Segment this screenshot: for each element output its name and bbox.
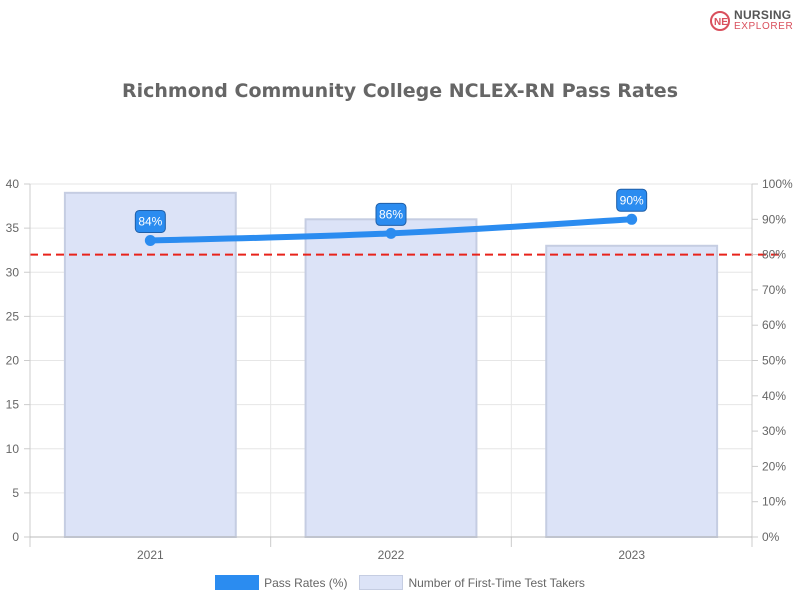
y-left-tick-label: 15 bbox=[6, 398, 20, 412]
legend-label-test-takers: Number of First-Time Test Takers bbox=[408, 575, 585, 590]
bar bbox=[304, 218, 478, 539]
y-left-tick-label: 0 bbox=[12, 530, 19, 544]
legend-swatch-bar bbox=[359, 575, 404, 590]
data-label-box bbox=[375, 202, 407, 226]
y-left-tick-label: 10 bbox=[6, 442, 20, 456]
logo-text-nursing: NURSING bbox=[734, 8, 792, 22]
chart-title: Richmond Community College NCLEX-RN Pass… bbox=[121, 80, 679, 102]
y-right-tick-label: 40% bbox=[762, 389, 786, 403]
bar bbox=[63, 191, 237, 538]
y-left-tick-label: 25 bbox=[6, 309, 20, 323]
y-right-tick-label: 30% bbox=[762, 424, 786, 438]
y-left-tick-label: 20 bbox=[6, 354, 20, 368]
chart-plot: 84% 86% 90% 0 5 10 15 20 25 30 35 40 0% 10% 20% 30% 40%… bbox=[6, 177, 793, 562]
y-left-tick-label: 5 bbox=[12, 486, 19, 500]
x-tick-label: 2022 bbox=[378, 548, 405, 562]
legend-label-pass-rates: Pass Rates (%) bbox=[264, 575, 348, 590]
y-right-tick-label: 60% bbox=[762, 318, 786, 332]
data-label-box bbox=[616, 188, 648, 212]
y-right-tick-label: 50% bbox=[762, 354, 786, 368]
legend-item-pass-rates[interactable]: Pass Rates (%) bbox=[215, 575, 347, 590]
pass-rate-point bbox=[385, 227, 397, 239]
y-right-tick-label: 80% bbox=[762, 248, 786, 262]
y-right-tick-label: 20% bbox=[762, 459, 786, 473]
legend-swatch-line bbox=[215, 575, 260, 590]
nursing-explorer-logo: NE bbox=[710, 11, 730, 31]
pass-rate-point bbox=[626, 213, 638, 225]
data-label: 90% bbox=[620, 193, 644, 207]
y-left-tick-label: 30 bbox=[6, 265, 20, 279]
y-left-tick-label: 35 bbox=[6, 221, 20, 235]
data-label: 86% bbox=[379, 207, 403, 221]
data-label-box bbox=[134, 209, 166, 233]
y-right-tick-label: 10% bbox=[762, 495, 786, 509]
y-right-tick-label: 90% bbox=[762, 212, 786, 226]
y-right-tick-label: 100% bbox=[762, 177, 793, 191]
y-right-tick-label: 0% bbox=[762, 530, 780, 544]
legend-item-test-takers[interactable]: Number of First-Time Test Takers bbox=[359, 575, 585, 590]
logo-text-explorer: EXPLORER bbox=[734, 21, 794, 32]
x-tick-label: 2023 bbox=[618, 548, 645, 562]
y-left-tick-label: 40 bbox=[6, 177, 20, 191]
pass-rate-point bbox=[144, 234, 156, 246]
data-label: 84% bbox=[138, 214, 162, 228]
x-tick-label: 2021 bbox=[137, 548, 164, 562]
logo-mark: NE bbox=[714, 17, 728, 28]
y-right-tick-label: 70% bbox=[762, 283, 786, 297]
bar bbox=[545, 244, 719, 538]
legend: Pass Rates (%) Number of First-Time Test… bbox=[0, 575, 800, 590]
